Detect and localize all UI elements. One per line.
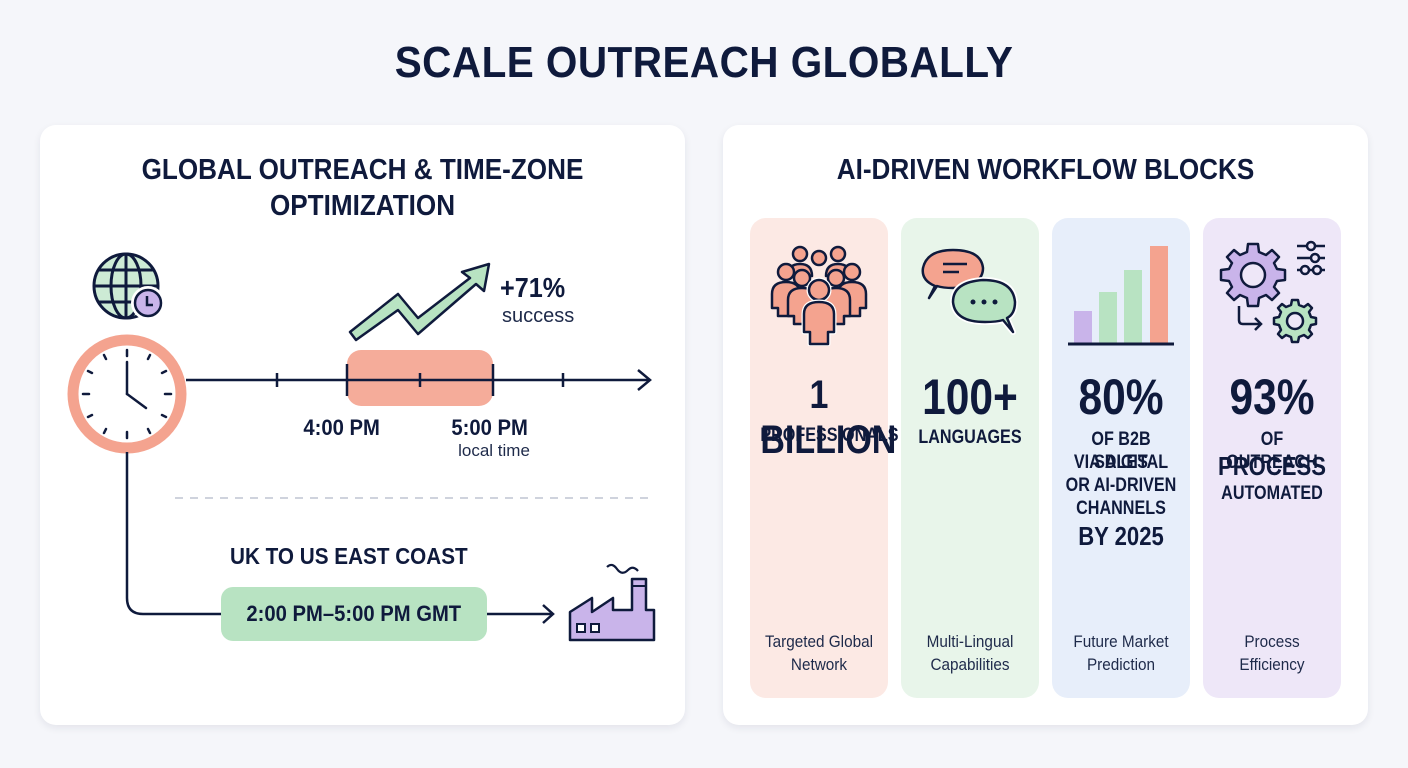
block-desc: LANGUAGES	[918, 427, 1022, 448]
success-value: +71%	[500, 272, 566, 303]
factory-icon	[568, 563, 656, 642]
clock-icon	[67, 334, 187, 454]
block-desc-line: VIA DIGITAL	[1073, 452, 1169, 473]
route-window-pill: 2:00 PM–5:00 PM GMT	[221, 587, 487, 641]
block-desc-line: CHANNELS	[1076, 498, 1166, 519]
time-end-label: 5:00 PM	[451, 415, 528, 440]
block-desc-line: OF B2B SALES	[1091, 429, 1151, 473]
gears-automation-icon	[1219, 240, 1325, 344]
block-desc-line: AUTOMATED	[1221, 483, 1323, 504]
block-desc-line: BY 2025	[1078, 521, 1164, 551]
block-label-line2: Prediction	[1086, 655, 1156, 674]
time-start-label: 4:00 PM	[303, 415, 380, 440]
workflow-block-global-network: 1 BILLION PROFESSIONALS Targeted Global …	[750, 218, 899, 698]
panel-title-line2: OPTIMIZATION	[269, 190, 456, 222]
block-label: Multi-Lingual Capabilities	[908, 630, 1032, 676]
panel-title: AI-DRIVEN WORKFLOW BLOCKS	[836, 154, 1255, 186]
route-window-text: 2:00 PM–5:00 PM GMT	[246, 601, 462, 626]
block-desc-line: OR AI-DRIVEN	[1065, 475, 1177, 496]
block-label-line1: Multi-Lingual	[926, 632, 1014, 651]
route-connector	[125, 452, 221, 616]
time-end-sublabel: local time	[458, 441, 530, 460]
block-value: 1 BILLION	[760, 373, 897, 462]
route-label: UK TO US EAST COAST	[230, 543, 468, 569]
workflow-block-multilingual: 100+ LANGUAGES Multi-Lingual Capabilitie…	[901, 218, 1039, 698]
people-group-icon	[770, 245, 868, 346]
workflow-block-market-prediction: 80% OF B2B SALES VIA DIGITAL OR AI-DRIVE…	[1052, 218, 1190, 698]
success-label: success	[502, 305, 575, 327]
workflow-block-process-efficiency: 93% OF OUTREACH PROCESS AUTOMATED Proces…	[1203, 218, 1341, 698]
panel-title-line1: GLOBAL OUTREACH & TIME-ZONE	[141, 154, 584, 186]
block-label: Future Market Prediction	[1059, 630, 1183, 676]
block-label-line2: Capabilities	[930, 655, 1010, 674]
block-label-line1: Process	[1244, 632, 1300, 651]
block-value: 100+	[922, 369, 1018, 425]
block-label-line2: Network	[790, 655, 848, 674]
block-label: Targeted Global Network	[757, 630, 881, 676]
block-label-line1: Targeted Global	[764, 632, 874, 651]
block-value: 93%	[1229, 369, 1315, 425]
timezone-diagram	[67, 252, 656, 642]
block-label: Process Efficiency	[1210, 630, 1334, 676]
page-title: SCALE OUTREACH GLOBALLY	[394, 38, 1014, 87]
block-desc: PROFESSIONALS	[760, 425, 899, 446]
block-desc-line: PROCESS	[1217, 451, 1327, 481]
block-label-line2: Efficiency	[1239, 655, 1305, 674]
block-value: 80%	[1078, 369, 1164, 425]
timeline-axis	[186, 364, 652, 396]
block-label-line1: Future Market	[1073, 632, 1169, 651]
bar-chart-icon	[1068, 246, 1174, 346]
trend-arrow-icon	[348, 262, 491, 342]
route-arrow	[487, 604, 555, 624]
chat-bubbles-icon	[921, 248, 1018, 335]
block-desc-line: OF OUTREACH	[1226, 429, 1318, 473]
globe-clock-icon	[92, 252, 165, 320]
